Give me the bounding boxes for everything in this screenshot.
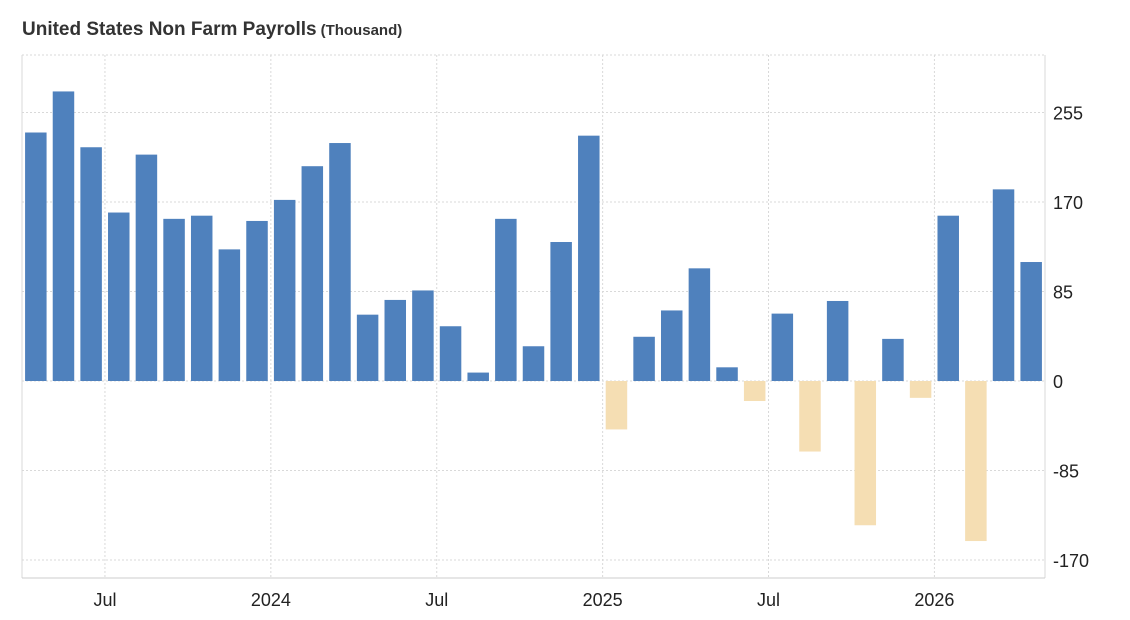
y-tick-label: -170 (1053, 551, 1089, 571)
bar-positive (135, 154, 158, 381)
bar-negative (965, 381, 987, 542)
axis-layer: 255 170 85 0 -85 -170 Jul 2024 Jul 2025 Jul 2026 (21, 55, 1089, 610)
bar-positive (163, 218, 185, 381)
bar-negative (909, 381, 932, 398)
bar-positive (1020, 262, 1042, 381)
bar-positive (633, 336, 655, 381)
bar-positive (273, 199, 296, 381)
x-tick-label: 2026 (914, 590, 954, 610)
bar-positive (301, 166, 324, 381)
bar-positive (550, 242, 572, 381)
chart-unit: (Thousand) (320, 22, 403, 39)
bar-positive (992, 189, 1015, 381)
bar-positive (578, 135, 600, 381)
bar-positive (190, 215, 213, 381)
chart-title: United States Non Farm Payrolls (22, 19, 317, 40)
x-tick-label: Jul (425, 590, 448, 610)
bar-positive (771, 313, 794, 381)
bar-negative (799, 381, 821, 452)
bar-positive (439, 326, 462, 381)
bar-negative (605, 381, 628, 430)
bar-positive (329, 143, 351, 381)
bar-positive (384, 299, 407, 381)
bar-positive (52, 91, 75, 382)
y-tick-label: 170 (1053, 193, 1083, 213)
bar-negative (743, 381, 766, 402)
bar-positive (882, 338, 904, 381)
bar-positive (688, 268, 711, 381)
bar-layer (25, 91, 1042, 542)
bar-positive (412, 290, 434, 381)
chart-title-group: United States Non Farm Payrolls (Thousand… (22, 19, 402, 41)
bar-positive (467, 372, 489, 381)
x-tick-label: 2025 (583, 590, 623, 610)
bar-positive (826, 300, 849, 381)
bar-positive (218, 249, 241, 381)
bar-positive (246, 220, 268, 381)
bar-positive (80, 147, 102, 381)
y-tick-label: -85 (1053, 462, 1079, 482)
bar-positive (495, 218, 517, 381)
x-tick-label: Jul (757, 590, 780, 610)
y-tick-label: 85 (1053, 283, 1073, 303)
x-tick-label: Jul (93, 590, 116, 610)
bar-positive (522, 346, 545, 381)
bar-negative (854, 381, 877, 526)
bar-positive (937, 215, 959, 381)
y-tick-label: 0 (1053, 372, 1063, 392)
bar-positive (108, 212, 130, 381)
x-tick-label: 2024 (251, 590, 291, 610)
bar-positive (660, 310, 683, 381)
y-tick-label: 255 (1053, 104, 1083, 124)
bar-positive (716, 367, 738, 381)
bar-positive (25, 132, 47, 381)
bar-positive (356, 314, 379, 381)
